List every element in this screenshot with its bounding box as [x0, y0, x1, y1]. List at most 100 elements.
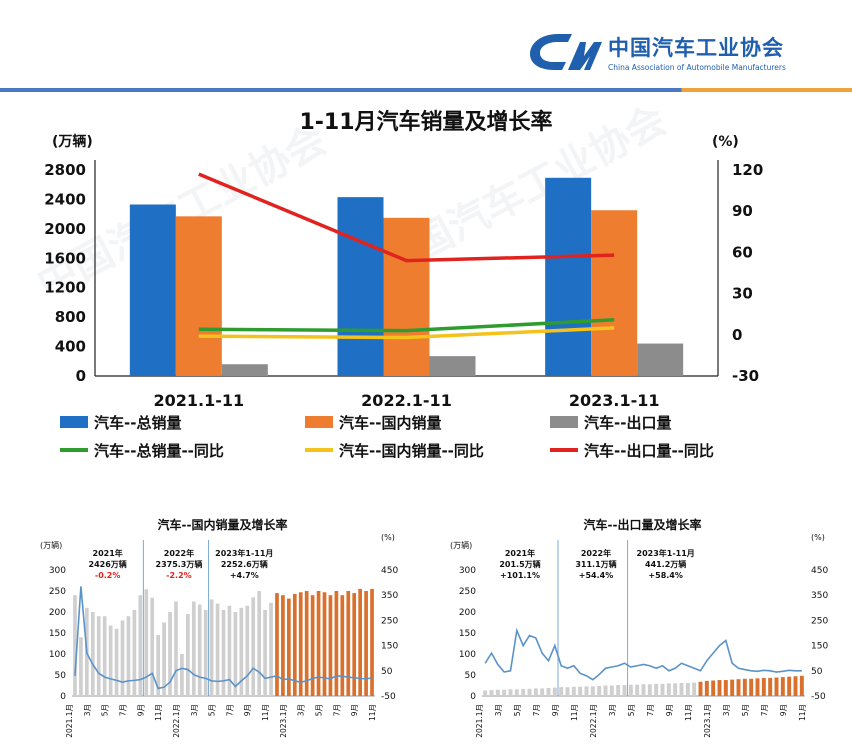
monthly-bar: [203, 609, 208, 696]
monthly-bar: [546, 688, 551, 696]
legend-label: 汽车--出口量: [584, 414, 671, 432]
monthly-bar: [221, 609, 226, 696]
x-tick-label: 2022.1月: [172, 704, 181, 738]
monthly-bar: [647, 684, 652, 696]
monthly-bar: [584, 686, 589, 696]
monthly-bar: [666, 683, 671, 696]
monthly-bar: [364, 591, 368, 696]
left-tick-label: 0: [470, 692, 476, 702]
right-tick-label: -50: [381, 692, 396, 702]
monthly-bar: [162, 622, 166, 696]
x-tick-label: 7月: [760, 704, 769, 716]
monthly-bar: [685, 682, 690, 696]
monthly-bar: [565, 687, 570, 696]
monthly-bar: [281, 595, 285, 696]
left-tick-label: 150: [459, 629, 476, 639]
legend-label: 汽车--出口量--同比: [584, 442, 714, 460]
logo-text-cn: 中国汽车工业协会: [608, 36, 784, 60]
x-tick-label: 2022.1月: [589, 704, 598, 738]
monthly-bar: [275, 593, 279, 696]
monthly-bar: [736, 679, 741, 696]
x-tick-label: 9月: [551, 704, 560, 716]
monthly-bar: [245, 605, 250, 696]
x-tick-label: 11月: [684, 704, 693, 721]
monthly-bar: [180, 654, 184, 696]
export-bar: [221, 364, 268, 376]
monthly-bar: [502, 689, 507, 696]
monthly-bar: [215, 603, 220, 696]
left-tick-label: 200: [49, 608, 66, 618]
export-chart: (万辆) (%) 300 250 200 150 100 50 0 450 350 250 150 50 -…: [450, 533, 828, 738]
x-tick-label: 3月: [297, 704, 306, 716]
legend-swatch: [305, 416, 333, 428]
monthly-bar: [120, 620, 125, 696]
x-tick-label: 2021.1月: [475, 704, 484, 738]
monthly-bar: [660, 683, 665, 696]
monthly-bar: [552, 687, 557, 696]
monthly-bar: [287, 598, 291, 696]
right-axis-unit: (%): [712, 134, 739, 150]
domestic-sales-bar: [383, 217, 430, 376]
legend-label: 汽车--国内销量--同比: [339, 442, 484, 460]
monthly-bar: [174, 601, 178, 696]
monthly-bar: [514, 689, 519, 696]
monthly-bar: [292, 593, 297, 696]
monthly-bar: [156, 635, 160, 696]
monthly-bar: [209, 599, 214, 696]
legend-swatch: [60, 416, 88, 428]
x-tick-label: 7月: [225, 704, 234, 716]
left-tick-label: 2800: [44, 161, 86, 179]
header: 中国汽车工业协会 China Association of Automobile…: [0, 0, 852, 92]
monthly-bar: [310, 595, 315, 696]
monthly-bar: [90, 612, 95, 696]
monthly-bar: [755, 678, 760, 696]
monthly-bar: [723, 680, 728, 696]
x-tick-label: 9月: [350, 704, 359, 716]
annotation-change: +54.4%: [579, 571, 613, 580]
monthly-bar: [603, 685, 608, 696]
x-tick-label: 5月: [627, 704, 636, 716]
x-tick-label: 5月: [513, 704, 522, 716]
annotation-change: -2.2%: [166, 571, 192, 580]
annotation-change: +4.7%: [230, 571, 259, 580]
x-tick-label: 3月: [83, 704, 92, 716]
monthly-bar: [483, 690, 488, 696]
left-tick-label: 300: [49, 566, 66, 576]
left-axis-unit: (万辆): [450, 540, 472, 550]
export-yoy-line: [198, 172, 615, 263]
monthly-bar: [191, 601, 196, 696]
annotation-value: 201.5万辆: [499, 559, 540, 569]
yoy-line: [74, 586, 373, 690]
left-tick-label: 200: [459, 608, 476, 618]
left-axis-unit: (万辆): [40, 540, 62, 550]
left-tick-label: 2400: [44, 190, 86, 208]
monthly-bar: [79, 637, 83, 696]
monthly-bar: [73, 595, 77, 696]
caam-logo: 中国汽车工业协会 China Association of Automobile…: [528, 28, 828, 78]
left-tick-label: 50: [465, 671, 477, 681]
main-chart-title: 1-11月汽车销量及增长率: [299, 110, 553, 135]
annotation-label: 2023年1-11月: [215, 548, 273, 558]
right-tick-label: 30: [732, 285, 753, 303]
right-tick-label: 90: [732, 202, 753, 220]
annotation-change: +101.1%: [500, 571, 540, 580]
monthly-bar: [641, 684, 646, 696]
left-tick-label: 300: [459, 566, 476, 576]
monthly-bar: [352, 593, 357, 696]
monthly-bar: [150, 597, 155, 696]
monthly-bar: [578, 686, 583, 696]
annotation-value: 2375.3万辆: [156, 559, 203, 569]
monthly-bar: [692, 682, 697, 696]
left-tick-label: 100: [49, 650, 66, 660]
left-tick-label: 50: [55, 671, 67, 681]
x-tick-label: 3月: [608, 704, 617, 716]
export-chart-title: 汽车--出口量及增长率: [583, 518, 702, 532]
x-tick-label: 2023.1月: [703, 704, 712, 738]
monthly-bar: [730, 679, 735, 696]
monthly-bar: [322, 592, 327, 696]
monthly-bar: [622, 685, 627, 696]
x-tick-label: 7月: [532, 704, 541, 716]
right-tick-label: 150: [381, 642, 398, 652]
monthly-bar: [787, 676, 792, 696]
left-tick-label: 400: [55, 338, 86, 356]
